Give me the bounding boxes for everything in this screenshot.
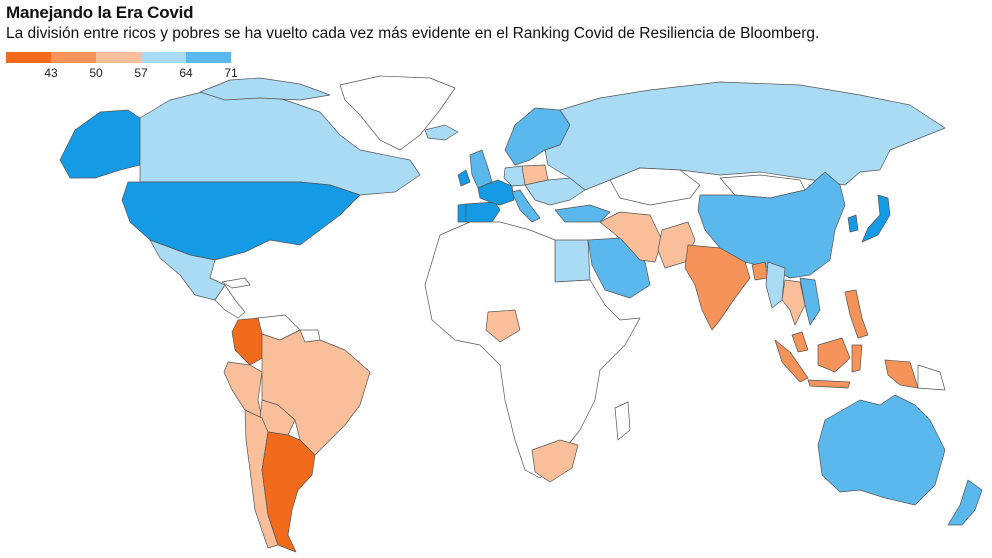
region-alaska[interactable]	[59, 109, 141, 179]
region-china[interactable]	[697, 171, 846, 279]
region-new-zealand[interactable]	[947, 479, 983, 526]
legend-swatch	[51, 52, 96, 63]
region-indonesia-sulawesi[interactable]	[851, 344, 863, 373]
legend: 43 50 57 64 71	[6, 52, 238, 80]
region-philippines[interactable]	[844, 289, 869, 339]
region-vietnam[interactable]	[799, 277, 821, 326]
region-pakistan[interactable]	[657, 221, 696, 269]
world-map	[59, 75, 983, 553]
region-africa-other[interactable]	[424, 221, 641, 479]
legend-swatch	[141, 52, 186, 63]
region-germany[interactable]	[503, 165, 526, 187]
legend-color-bar	[6, 52, 236, 63]
region-madagascar[interactable]	[614, 401, 631, 441]
region-caribbean[interactable]	[221, 277, 251, 289]
region-egypt[interactable]	[554, 239, 591, 283]
region-papua-new-guinea[interactable]	[917, 364, 946, 391]
region-kazakhstan[interactable]	[609, 167, 701, 206]
region-guyana[interactable]	[299, 329, 321, 343]
region-indonesia-borneo[interactable]	[817, 337, 851, 373]
region-argentina[interactable]	[261, 431, 316, 553]
region-greenland[interactable]	[339, 75, 456, 151]
region-ireland[interactable]	[457, 169, 471, 187]
region-malaysia[interactable]	[791, 331, 809, 353]
region-russia[interactable]	[544, 81, 946, 191]
legend-tick-label: 64	[179, 66, 193, 80]
region-iceland[interactable]	[424, 124, 459, 141]
legend-ticks: 43 50 57 64 71	[6, 63, 238, 80]
legend-tick-label: 71	[224, 66, 238, 80]
legend-swatch	[186, 52, 231, 63]
region-myanmar[interactable]	[765, 261, 786, 309]
region-indonesia-sumatra[interactable]	[774, 339, 809, 383]
region-nigeria[interactable]	[485, 309, 521, 343]
region-peru[interactable]	[223, 361, 263, 419]
region-united-states[interactable]	[121, 181, 361, 261]
legend-tick-label: 57	[134, 66, 148, 80]
legend-swatch	[96, 52, 141, 63]
region-eastern-europe[interactable]	[524, 177, 586, 206]
chart-subtitle: La división entre ricos y pobres se ha v…	[6, 25, 820, 42]
region-canada-arctic[interactable]	[199, 77, 331, 101]
region-australia[interactable]	[817, 394, 946, 506]
region-france[interactable]	[477, 179, 515, 206]
region-indonesia-java[interactable]	[807, 379, 851, 389]
region-south-korea[interactable]	[847, 214, 859, 233]
region-central-america[interactable]	[214, 284, 246, 319]
region-india[interactable]	[684, 244, 751, 331]
region-japan[interactable]	[861, 194, 891, 243]
region-united-kingdom[interactable]	[469, 149, 493, 189]
legend-swatch	[6, 52, 51, 63]
region-indonesia-papua[interactable]	[884, 359, 919, 389]
legend-tick-label: 50	[89, 66, 103, 80]
legend-tick-label: 43	[44, 66, 58, 80]
region-colombia[interactable]	[231, 317, 269, 366]
region-italy[interactable]	[511, 189, 541, 223]
region-turkey[interactable]	[554, 204, 611, 223]
region-thailand[interactable]	[781, 279, 806, 326]
region-bangladesh[interactable]	[751, 261, 769, 281]
region-portugal[interactable]	[457, 203, 467, 223]
region-south-africa[interactable]	[531, 439, 579, 483]
region-spain[interactable]	[465, 201, 501, 226]
chart-title: Manejando la Era Covid	[6, 3, 194, 22]
